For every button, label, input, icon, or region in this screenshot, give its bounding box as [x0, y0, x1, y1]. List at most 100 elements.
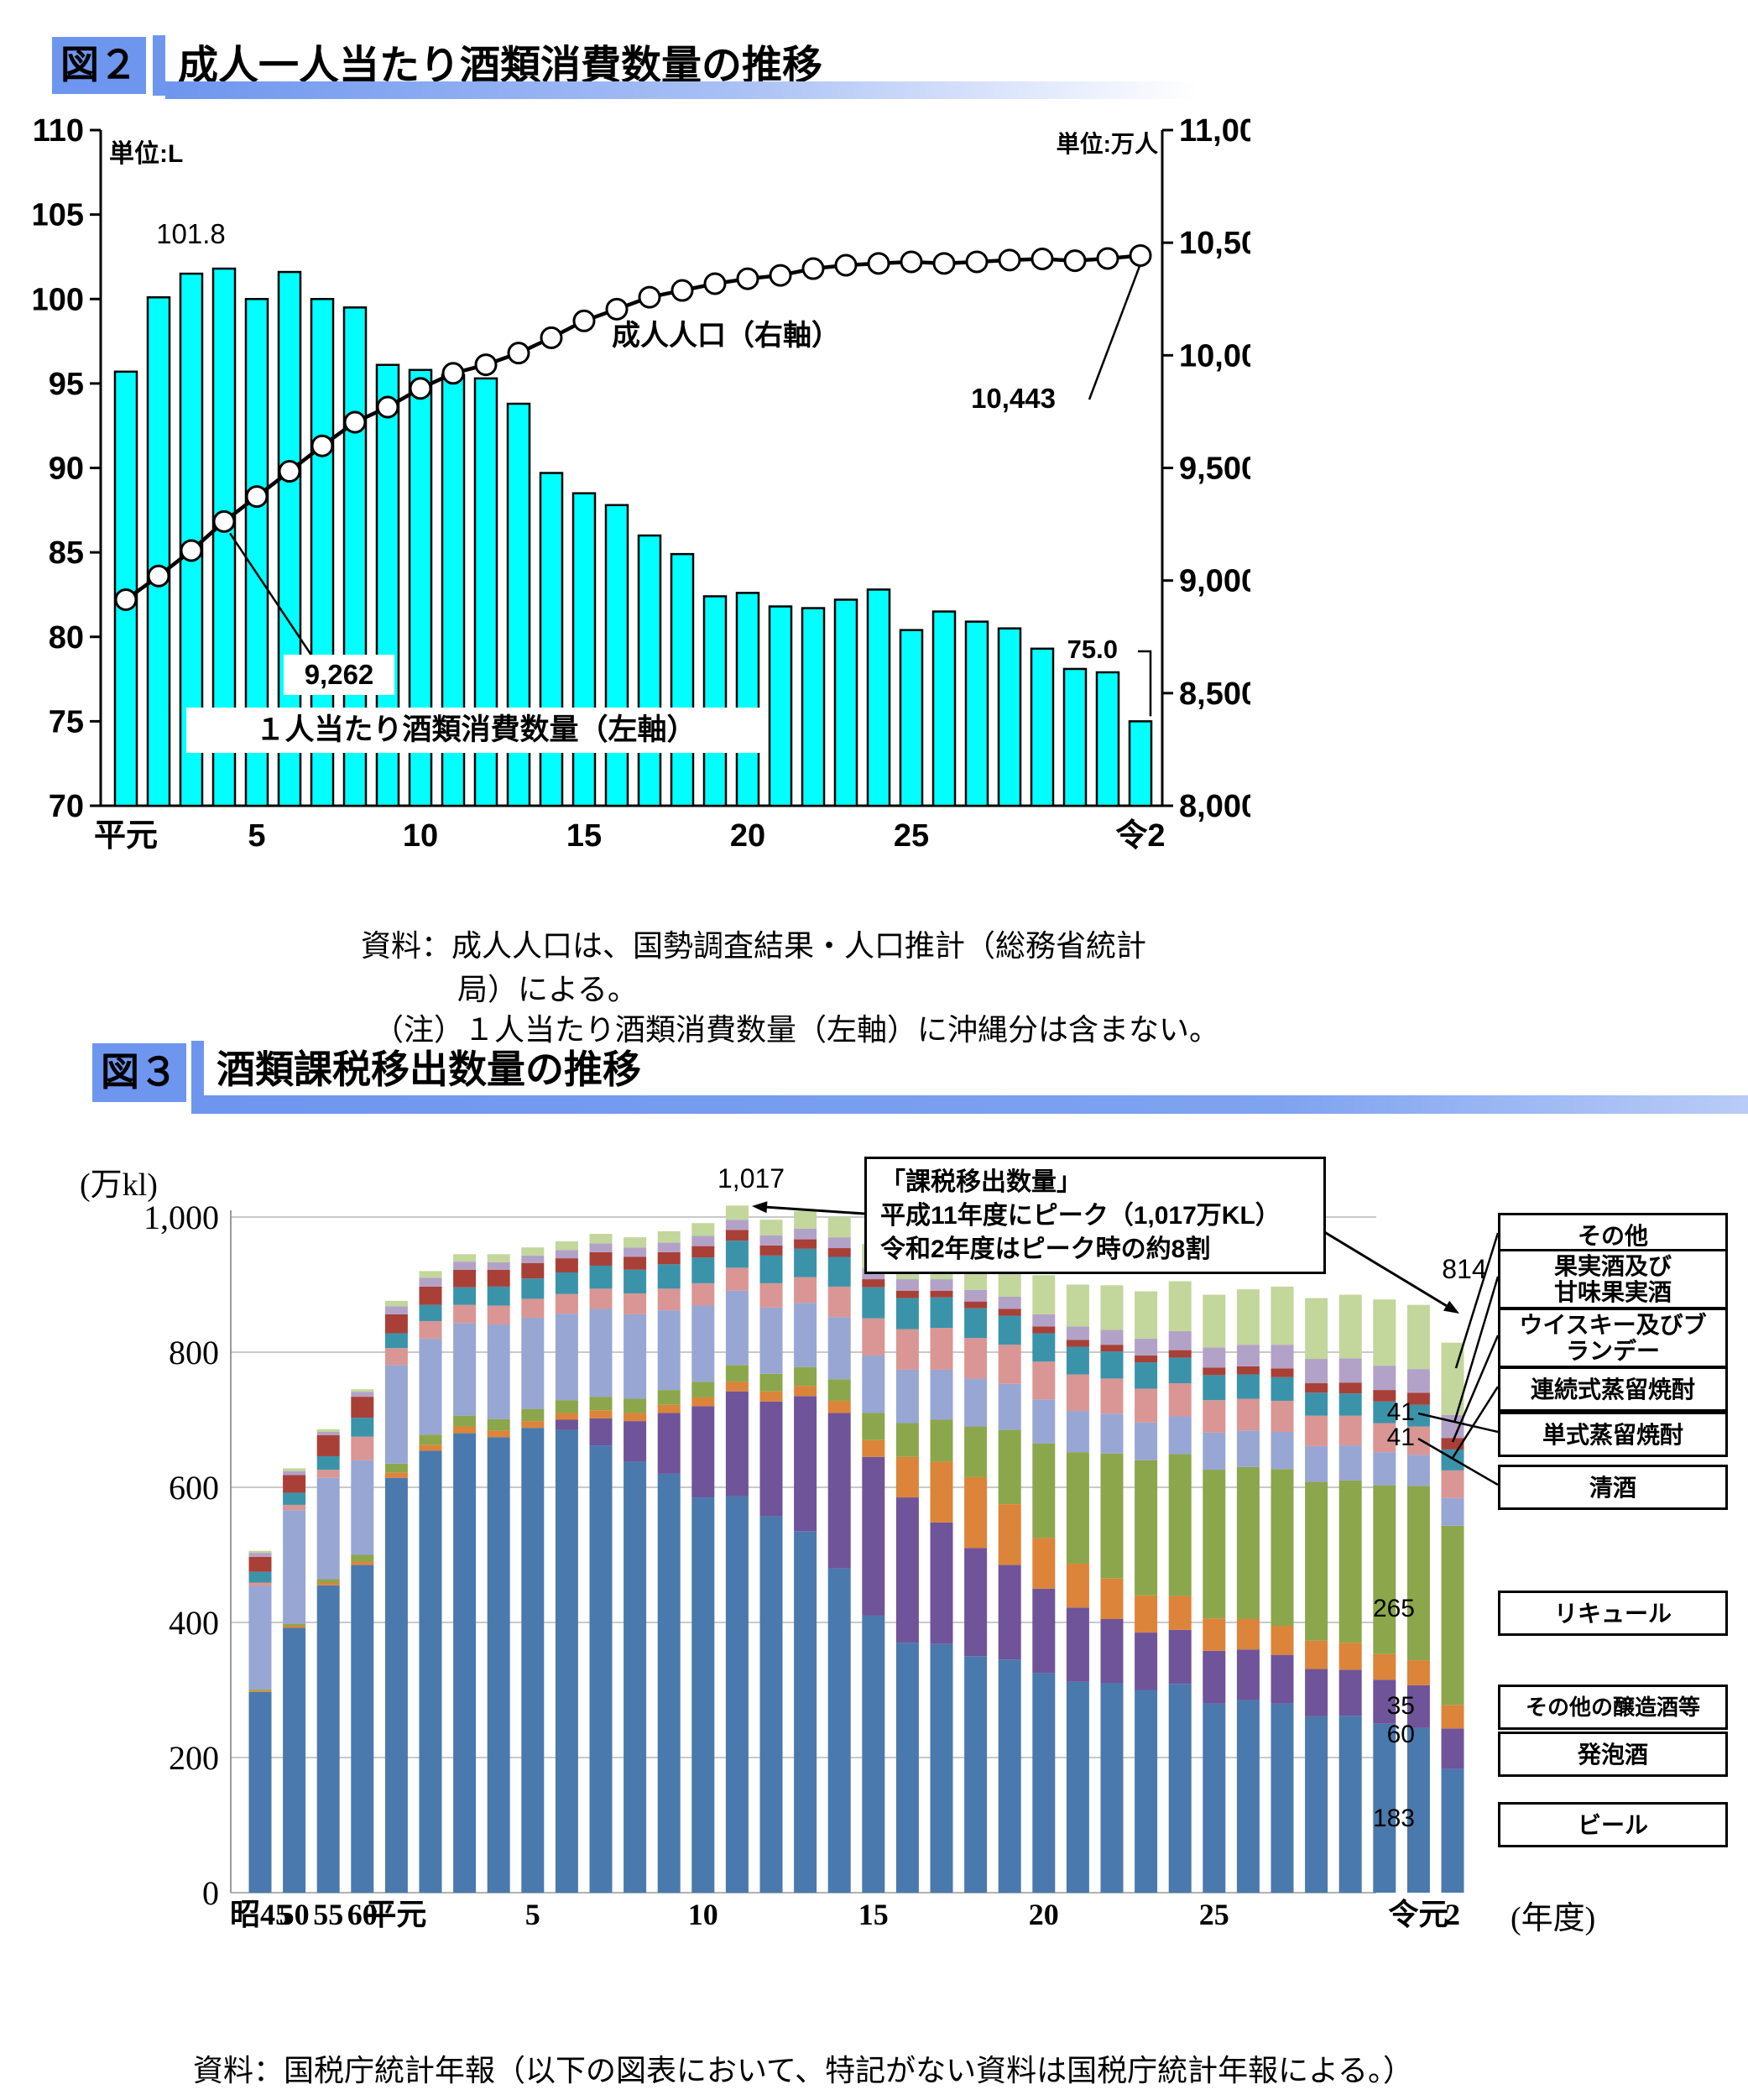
stack-segment-ウイスキー及びブランデー	[1373, 1390, 1396, 1402]
legend-continuous-shochu: 連続式蒸留焼酎	[1498, 1366, 1728, 1412]
stack-segment-連続式蒸留焼酎	[521, 1278, 545, 1299]
stack-segment-その他	[759, 1220, 783, 1235]
stack-segment-その他の醸造酒等	[351, 1561, 374, 1565]
chart2-x-unit-label: (年度)	[1511, 1901, 1596, 1936]
stack-segment-ビール	[827, 1568, 851, 1893]
stack-segment-ビール	[895, 1643, 919, 1893]
fig2-note-source-line2: 局）による。	[457, 973, 638, 1006]
stack-segment-単式蒸留焼酎	[453, 1304, 477, 1324]
stack-segment-その他	[248, 1550, 272, 1554]
stack-segment-発泡酒	[589, 1418, 613, 1446]
stack-segment-単式蒸留焼酎	[316, 1470, 340, 1478]
stack-segment-連続式蒸留焼酎	[419, 1304, 442, 1321]
chart2-x-label: 25	[1199, 1898, 1229, 1931]
population-marker	[769, 264, 792, 287]
stack-segment-リキュール	[895, 1423, 919, 1457]
stack-segment-その他	[521, 1247, 545, 1256]
population-marker	[572, 309, 596, 332]
callout-line3: 令和2年度はピーク時の約8割	[880, 1235, 1211, 1263]
stack-segment-清酒	[453, 1323, 477, 1416]
stack-segment-単式蒸留焼酎	[657, 1288, 681, 1311]
stack-segment-清酒	[1271, 1431, 1294, 1470]
stack-segment-その他の醸造酒等	[1032, 1538, 1056, 1589]
stack-segment-果実酒及び甘味果実酒	[453, 1262, 477, 1270]
stack-segment-ビール	[419, 1450, 442, 1893]
consumption-bar	[964, 620, 989, 807]
stack-segment-ビール	[1168, 1684, 1192, 1893]
stack-segment-その他	[1373, 1299, 1396, 1366]
stack-segment-その他	[1406, 1304, 1430, 1370]
stack-segment-リキュール	[827, 1379, 851, 1401]
legend-leader-line	[1417, 1412, 1499, 1434]
stack-segment-単式蒸留焼酎	[1441, 1470, 1464, 1498]
stack-segment-その他の醸造酒等	[283, 1626, 306, 1628]
stack-segment-ビール	[1203, 1703, 1226, 1893]
stack-segment-発泡酒	[1203, 1650, 1226, 1704]
stack-segment-その他の醸造酒等	[384, 1472, 408, 1478]
stack-segment-ウイスキー及びブランデー	[316, 1435, 340, 1456]
chart2-value-beer: 183	[1372, 1805, 1415, 1832]
stack-segment-ビール	[555, 1429, 578, 1893]
stack-segment-発泡酒	[624, 1421, 647, 1462]
stack-segment-ビール	[998, 1659, 1021, 1893]
consumption-bar	[866, 588, 891, 807]
stack-segment-その他	[555, 1241, 578, 1251]
stack-segment-リキュール	[691, 1382, 715, 1397]
consumption-bar	[735, 592, 760, 807]
stack-segment-清酒	[1338, 1445, 1362, 1481]
stack-segment-ウイスキー及びブランデー	[384, 1314, 408, 1334]
stack-segment-単式蒸留焼酎	[1305, 1415, 1328, 1446]
stack-segment-果実酒及び甘味果実酒	[555, 1250, 578, 1259]
chart1-x-label: 平元	[94, 818, 158, 854]
stack-segment-単式蒸留焼酎	[1373, 1423, 1396, 1453]
stack-segment-清酒	[930, 1369, 953, 1420]
population-marker	[507, 342, 530, 365]
stack-segment-清酒	[384, 1365, 408, 1464]
stack-segment-清酒	[794, 1303, 817, 1367]
stack-segment-ビール	[283, 1627, 306, 1893]
stack-segment-果実酒及び甘味果実酒	[521, 1255, 545, 1263]
stack-segment-清酒	[1406, 1455, 1430, 1486]
stack-segment-発泡酒	[1168, 1629, 1192, 1685]
population-marker	[540, 326, 563, 349]
stack-segment-単式蒸留焼酎	[384, 1348, 408, 1366]
stack-segment-その他の醸造酒等	[1168, 1596, 1192, 1630]
chart2-value-liqueur: 265	[1372, 1595, 1415, 1622]
stack-segment-ウイスキー及びブランデー	[589, 1251, 613, 1266]
fig2-title-underline	[165, 81, 1198, 99]
stack-segment-リキュール	[1236, 1466, 1260, 1619]
stack-segment-連続式蒸留焼酎	[1100, 1351, 1124, 1379]
legend-beer: ビール	[1498, 1802, 1728, 1847]
stack-segment-その他	[1066, 1284, 1089, 1327]
stack-segment-その他	[794, 1210, 817, 1229]
stack-segment-リキュール	[1168, 1454, 1192, 1596]
stack-segment-連続式蒸留焼酎	[248, 1571, 272, 1583]
stack-segment-リキュール	[384, 1463, 408, 1473]
stack-segment-その他	[351, 1389, 374, 1392]
chart2-x-label: 60	[347, 1898, 378, 1931]
legend-pot-still-shochu: 単式蒸留焼酎	[1498, 1412, 1728, 1457]
population-marker	[343, 410, 367, 434]
consumption-bar	[997, 627, 1022, 807]
stack-segment-単式蒸留焼酎	[521, 1298, 545, 1318]
stack-segment-清酒	[1305, 1445, 1328, 1482]
stack-segment-連続式蒸留焼酎	[657, 1264, 681, 1289]
chart1-line-series-label: 成人人口（右軸）	[612, 320, 840, 352]
stack-segment-単式蒸留焼酎	[1066, 1374, 1089, 1412]
legend-fruit-wine: 果実酒及び 甘味果実酒	[1498, 1249, 1728, 1309]
stack-segment-その他	[1305, 1298, 1328, 1360]
stack-segment-リキュール	[759, 1373, 783, 1392]
right-axis-tick-label: 11,000	[1179, 118, 1250, 149]
population-marker	[180, 539, 203, 562]
chart2-callout-box: 「課税移出数量」 平成11年度にピーク（1,017万KL） 令和2年度はピーク時…	[864, 1157, 1326, 1274]
stack-segment-ウイスキー及びブランデー	[1441, 1438, 1464, 1450]
chart2-x-label: 15	[858, 1898, 889, 1931]
chart2-x-label: 昭45	[230, 1898, 290, 1931]
chart2-value-seishu: 41	[1386, 1424, 1415, 1451]
stack-segment-ウイスキー及びブランデー	[725, 1230, 749, 1241]
stack-segment-ウイスキー及びブランデー	[1135, 1356, 1158, 1363]
stack-segment-ビール	[1236, 1700, 1260, 1893]
population-marker	[932, 252, 956, 275]
stack-segment-果実酒及び甘味果実酒	[487, 1262, 510, 1270]
stack-segment-その他の醸造酒等	[759, 1391, 783, 1402]
